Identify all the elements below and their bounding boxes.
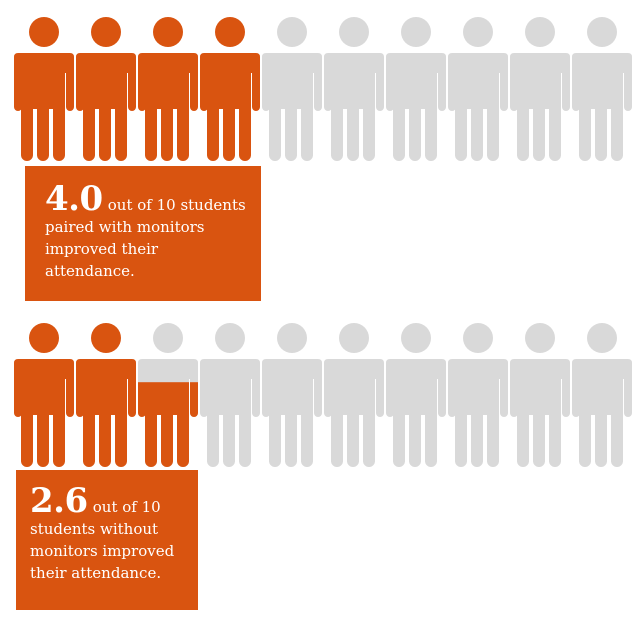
callout-text: out of 10 students without monitors impr… — [30, 498, 175, 582]
person-icon — [448, 323, 508, 467]
person-icon — [76, 323, 136, 467]
person-icon — [138, 323, 198, 467]
callout-text: out of 10 students paired with monitors … — [45, 196, 246, 280]
person-icon — [448, 17, 508, 161]
partial-fill — [138, 382, 198, 467]
pictograph-row-with-monitors — [14, 17, 632, 161]
person-icon — [510, 323, 570, 467]
person-icon — [324, 17, 384, 161]
person-icon — [572, 17, 632, 161]
callout-value: 2.6 — [30, 481, 88, 521]
callout-without-monitors: 2.6 out of 10 students without monitors … — [16, 470, 198, 610]
person-icon — [200, 17, 260, 161]
person-icon — [262, 323, 322, 467]
callout-value: 4.0 — [45, 179, 103, 219]
person-icon — [386, 323, 446, 467]
pictograph-row-without-monitors — [14, 323, 632, 467]
person-icon — [14, 17, 74, 161]
person-icon — [200, 323, 260, 467]
person-icon — [138, 17, 198, 161]
person-icon — [324, 323, 384, 467]
person-icon — [510, 17, 570, 161]
person-icon — [572, 323, 632, 467]
person-icon — [14, 323, 74, 467]
person-icon — [386, 17, 446, 161]
callout-with-monitors: 4.0 out of 10 students paired with monit… — [25, 166, 261, 301]
person-icon — [76, 17, 136, 161]
person-icon — [262, 17, 322, 161]
